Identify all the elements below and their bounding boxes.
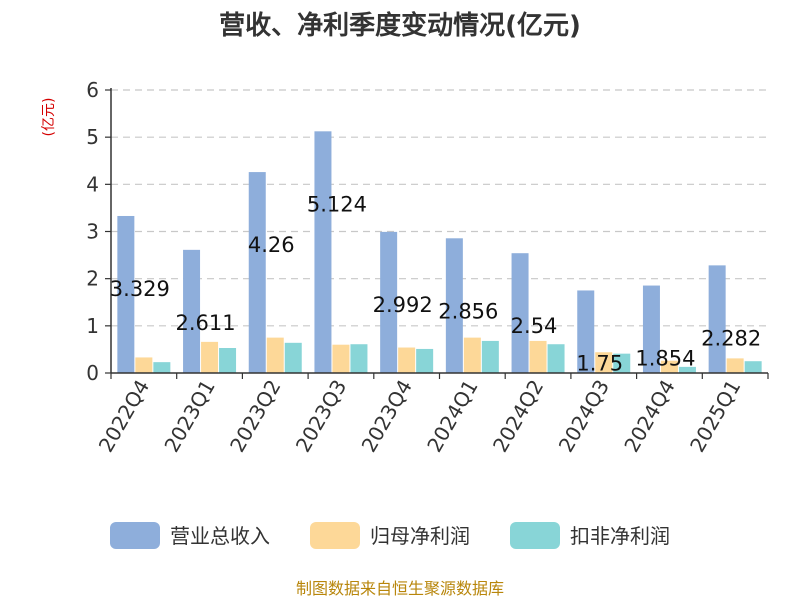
data-label: 2.992	[373, 293, 433, 317]
bar	[595, 352, 613, 373]
legend: 营业总收入 归母净利润 扣非净利润	[110, 522, 670, 549]
x-tick-label: 2024Q1	[422, 375, 482, 456]
data-label: 4.26	[248, 233, 295, 257]
source-note: 制图数据来自恒生聚源数据库	[296, 579, 504, 598]
bar	[350, 344, 368, 373]
x-tick-label: 2024Q4	[619, 376, 679, 457]
grid-lines	[105, 89, 768, 374]
data-label: 5.124	[307, 192, 367, 216]
bar	[529, 340, 547, 373]
bar	[445, 238, 463, 373]
bar	[135, 357, 153, 373]
bar	[463, 337, 481, 373]
y-axis-unit: (亿元)	[41, 98, 57, 137]
data-label: 1.75	[576, 351, 623, 375]
bar	[380, 231, 398, 373]
bar	[153, 362, 171, 373]
bar	[314, 131, 332, 373]
y-tick-label: 0	[86, 361, 99, 385]
legend-swatch	[110, 522, 160, 549]
legend-label: 归母净利润	[370, 524, 470, 548]
bar	[481, 340, 499, 373]
x-tick-label: 2023Q4	[357, 376, 417, 457]
data-label: 2.611	[175, 311, 235, 335]
bar	[613, 353, 631, 373]
bar	[678, 366, 696, 373]
chart-title: 营收、净利季度变动情况(亿元)	[219, 10, 581, 41]
y-tick-label: 3	[86, 220, 99, 244]
x-tick-label: 2024Q3	[554, 376, 614, 457]
data-label: 1.854	[635, 347, 695, 371]
bar	[266, 337, 284, 373]
bar	[726, 358, 744, 373]
bar	[708, 265, 726, 373]
x-tick-labels: 2022Q4 2023Q1 2023Q2 2023Q3 2023Q4 2024Q1 2024…	[94, 375, 746, 456]
bar	[511, 253, 529, 373]
bar	[284, 342, 302, 373]
x-tick-label: 2023Q3	[291, 376, 351, 457]
legend-label: 营业总收入	[170, 524, 270, 548]
bar	[183, 249, 201, 373]
data-label: 2.54	[511, 314, 558, 338]
bar	[660, 360, 678, 373]
bar	[219, 348, 237, 373]
bar	[248, 172, 266, 373]
bar	[577, 290, 595, 373]
bar	[416, 348, 434, 373]
bar	[201, 341, 219, 373]
y-tick-labels: 0 1 2 3 4 5 6	[86, 78, 99, 385]
x-tick-label: 2023Q2	[225, 376, 285, 457]
data-label: 3.329	[110, 277, 170, 301]
legend-label: 扣非净利润	[570, 524, 670, 548]
bar	[398, 347, 416, 373]
x-tick-label: 2025Q1	[685, 376, 745, 457]
axes	[110, 88, 769, 379]
bars	[117, 131, 762, 373]
x-tick-label: 2024Q2	[488, 376, 548, 457]
y-tick-label: 2	[86, 267, 99, 291]
data-label: 2.282	[701, 326, 761, 350]
x-tick-label: 2023Q1	[159, 376, 219, 457]
bar	[744, 361, 762, 373]
bar	[642, 285, 660, 373]
y-tick-label: 4	[86, 172, 99, 196]
legend-swatch	[310, 522, 360, 549]
y-tick-label: 1	[86, 314, 99, 338]
y-tick-label: 6	[86, 78, 99, 102]
legend-swatch	[510, 522, 560, 549]
x-tick-label: 2022Q4	[94, 376, 154, 457]
bar	[332, 344, 350, 373]
data-label: 2.856	[438, 299, 498, 323]
y-tick-label: 5	[86, 125, 99, 149]
bar	[117, 215, 135, 373]
bar	[547, 344, 565, 373]
